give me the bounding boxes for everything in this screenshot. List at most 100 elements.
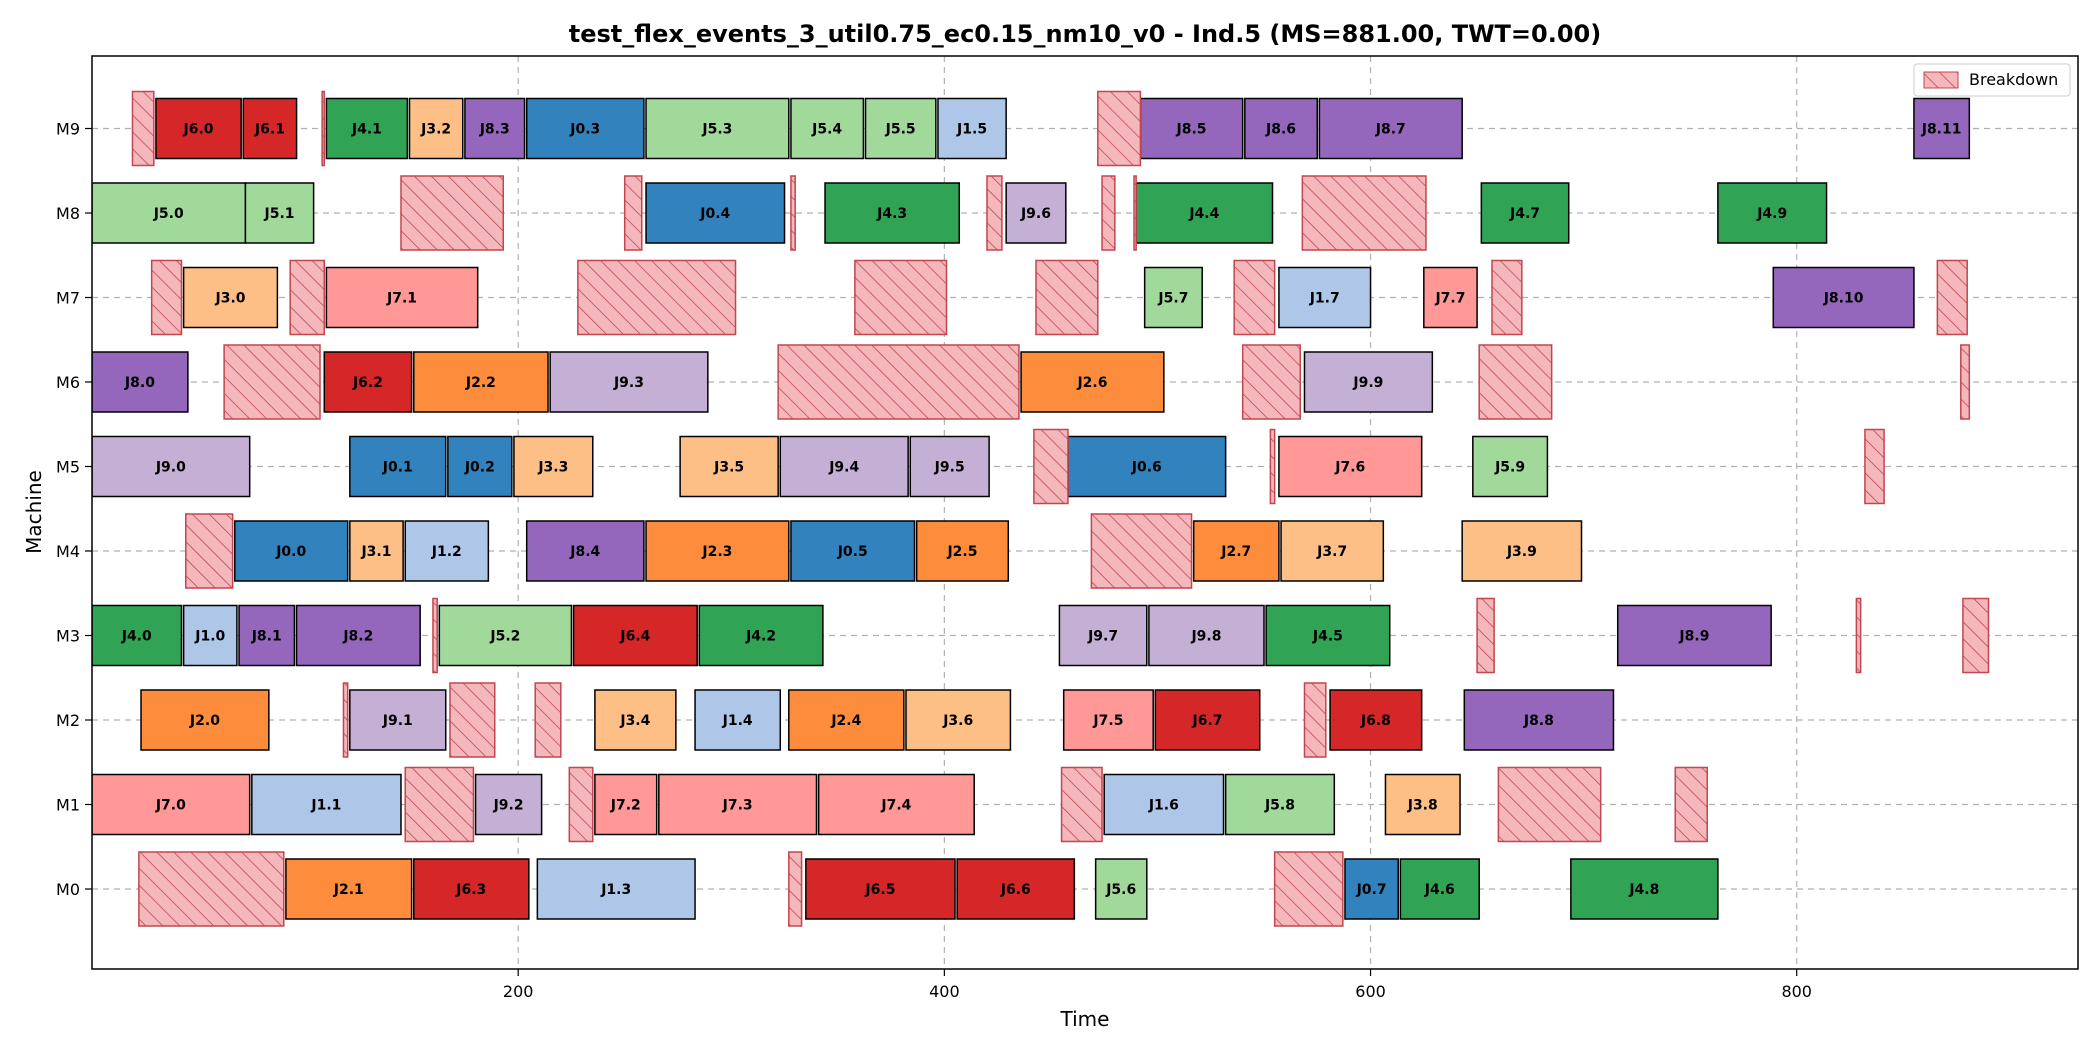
operation-j8-10: J8.10 — [1772, 266, 1915, 329]
breakdown-block — [1097, 90, 1142, 167]
breakdown-block — [342, 682, 349, 758]
operation-bar — [155, 97, 242, 160]
breakdown-block — [404, 766, 475, 843]
operation-label: J3.3 — [537, 460, 568, 476]
operation-label: J2.0 — [189, 713, 220, 729]
operation-label: J2.1 — [333, 882, 364, 898]
operation-bar — [1058, 604, 1148, 667]
x-tick-label: 800 — [1781, 982, 1812, 1001]
legend-breakdown-label: Breakdown — [1969, 70, 2058, 89]
operation-label: J1.2 — [431, 544, 462, 560]
breakdown-block — [1855, 597, 1862, 674]
operation-label: J2.6 — [1076, 375, 1107, 391]
operation-j8-6: J8.6 — [1244, 97, 1319, 160]
operation-j9-6: J9.6 — [1005, 182, 1067, 244]
operation-j7-1: J7.1 — [325, 266, 479, 329]
operation-label: J2.2 — [465, 375, 496, 391]
operation-j1-4: J1.4 — [694, 689, 782, 751]
operation-bar — [698, 604, 824, 667]
plot-area: J6.0 J6.1 J4.1 J3.2 J8.3 J0.3 J5.3 J5.4 J5.5 J1.5… — [92, 90, 1990, 927]
operation-label: J7.3 — [722, 798, 753, 814]
operation-label: J3.1 — [360, 544, 391, 560]
operation-j3-6: J3.6 — [905, 689, 1012, 751]
operation-label: J0.4 — [699, 206, 730, 222]
operation-j7-3: J7.3 — [658, 773, 818, 836]
operation-label: J4.2 — [745, 629, 776, 645]
operation-j1-0: J1.0 — [182, 604, 238, 667]
operation-j9-4: J9.4 — [779, 435, 909, 498]
operation-j3-3: J3.3 — [513, 435, 594, 498]
breakdown-block — [1936, 259, 1968, 336]
operation-label: J8.2 — [342, 629, 373, 645]
operation-j5-4: J5.4 — [790, 97, 865, 160]
operation-label: J2.7 — [1220, 544, 1251, 560]
operation-bar — [594, 773, 658, 836]
operation-j4-4: J4.4 — [1135, 182, 1274, 244]
operation-bar — [549, 351, 709, 413]
operation-label: J5.1 — [264, 206, 295, 222]
breakdown-block — [986, 175, 1003, 251]
operation-bar — [1224, 773, 1336, 836]
operation-j1-3: J1.3 — [536, 858, 696, 920]
operation-j0-4: J0.4 — [645, 182, 786, 244]
operation-label: J5.3 — [701, 122, 732, 138]
operation-label: J9.8 — [1190, 629, 1221, 645]
operation-bar — [323, 351, 413, 413]
operation-label: J1.7 — [1309, 291, 1340, 307]
operation-bar — [325, 266, 479, 329]
operation-j1-2: J1.2 — [404, 520, 490, 582]
operation-bar — [1154, 689, 1261, 751]
operation-bar — [1143, 266, 1203, 329]
operation-label: J9.7 — [1087, 629, 1118, 645]
operation-label: J0.7 — [1356, 882, 1387, 898]
y-tick-label-m0: M0 — [56, 880, 80, 899]
operation-j0-7: J0.7 — [1344, 858, 1399, 920]
operation-j9-0: J9.0 — [92, 435, 251, 498]
x-axis-ticks: 200 400 600 800 — [503, 969, 1812, 1001]
operation-label: J7.5 — [1092, 713, 1123, 729]
operation-label: J3.8 — [1407, 798, 1438, 814]
operation-bar — [645, 97, 790, 160]
operation-j5-9: J5.9 — [1472, 435, 1549, 498]
operation-bar — [1463, 689, 1615, 751]
breakdown-block — [577, 259, 737, 336]
y-tick-label-m6: M6 — [56, 373, 80, 392]
operation-label: J5.6 — [1105, 882, 1136, 898]
operation-bar — [1103, 773, 1225, 836]
operation-label: J9.4 — [828, 460, 859, 476]
operation-bar — [1399, 858, 1480, 920]
operation-j7-6: J7.6 — [1278, 435, 1423, 498]
operation-bar — [956, 858, 1076, 920]
operation-label: J4.5 — [1312, 629, 1343, 645]
operation-bar — [779, 435, 909, 498]
plot-frame — [91, 55, 2079, 970]
operation-label: J5.4 — [811, 122, 842, 138]
operation-label: J4.1 — [351, 122, 382, 138]
breakdown-block — [1035, 259, 1099, 336]
breakdown-block — [400, 175, 505, 251]
operation-label: J6.3 — [455, 882, 486, 898]
operation-bar — [1472, 435, 1549, 498]
operation-label: J8.10 — [1823, 291, 1864, 307]
operation-bar — [413, 351, 549, 413]
breakdown-block — [432, 597, 438, 674]
operation-bar — [1384, 773, 1461, 836]
operation-j1-1: J1.1 — [251, 773, 402, 836]
operation-label: J3.7 — [1316, 544, 1347, 560]
y-axis-label: Machine — [22, 470, 46, 554]
operation-j2-2: J2.2 — [413, 351, 549, 413]
operation-j6-0: J6.0 — [155, 97, 242, 160]
breakdown-block — [1962, 597, 1990, 674]
operation-label: J7.0 — [155, 798, 186, 814]
y-tick-label-m5: M5 — [56, 458, 80, 477]
operation-j9-8: J9.8 — [1148, 604, 1265, 667]
operation-bar — [788, 689, 905, 751]
operation-j0-5: J0.5 — [790, 520, 916, 582]
operation-bar — [572, 604, 698, 667]
operation-label: J8.9 — [1678, 629, 1709, 645]
y-tick-label-m4: M4 — [56, 542, 80, 561]
breakdown-block — [1960, 344, 1971, 420]
operation-label: J4.6 — [1424, 882, 1455, 898]
operation-label: J5.0 — [153, 206, 184, 222]
x-axis-label: Time — [1060, 1007, 1110, 1031]
